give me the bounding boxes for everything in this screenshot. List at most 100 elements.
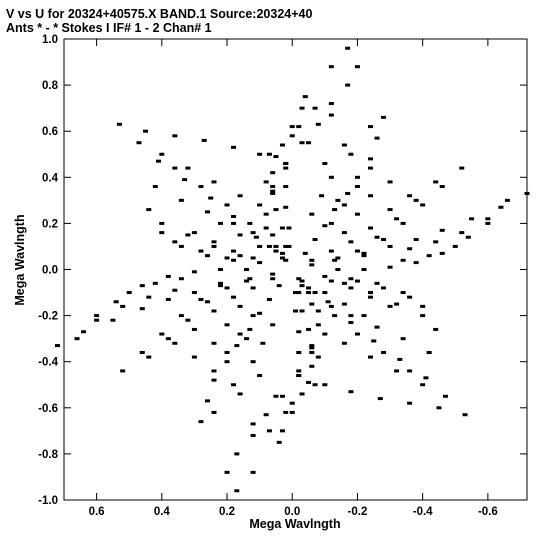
plot-subtitle: Ants * - * Stokes I IF# 1 - 2 Chan# 1	[6, 21, 212, 35]
data-point	[273, 208, 279, 212]
data-point	[257, 152, 263, 156]
data-point	[296, 125, 302, 129]
data-point	[328, 65, 334, 69]
data-point	[361, 251, 367, 255]
data-point	[211, 309, 217, 313]
data-point	[296, 291, 302, 295]
data-point	[113, 300, 119, 304]
data-point	[165, 274, 171, 278]
data-point	[250, 422, 256, 426]
data-point	[224, 323, 230, 327]
data-point	[224, 256, 230, 260]
data-point	[286, 244, 292, 248]
data-point	[371, 339, 377, 343]
data-point	[224, 470, 230, 474]
data-point	[146, 208, 152, 212]
data-point	[263, 226, 269, 230]
data-point	[289, 401, 295, 405]
data-point	[306, 141, 312, 145]
data-point	[354, 185, 360, 189]
data-point	[244, 337, 250, 341]
data-point	[465, 235, 471, 239]
data-point	[374, 281, 380, 285]
data-point	[332, 314, 338, 318]
data-point	[211, 180, 217, 184]
data-point	[191, 270, 197, 274]
data-point	[485, 217, 491, 221]
data-point	[322, 161, 328, 165]
data-point	[413, 238, 419, 242]
x-axis-label: Mega Wavlngth	[249, 517, 340, 531]
data-point	[322, 291, 328, 295]
data-point	[367, 295, 373, 299]
data-point	[433, 327, 439, 331]
data-point	[74, 337, 80, 341]
data-point	[250, 470, 256, 474]
data-point	[325, 300, 331, 304]
data-point	[426, 350, 432, 354]
data-point	[433, 240, 439, 244]
y-tick-label: -0.2	[38, 311, 58, 323]
data-point	[312, 106, 318, 110]
data-point	[361, 314, 367, 318]
data-point	[367, 157, 373, 161]
data-point	[420, 314, 426, 318]
data-point	[400, 337, 406, 341]
data-point	[172, 134, 178, 138]
data-point	[345, 83, 351, 87]
data-point	[345, 46, 351, 50]
data-point	[407, 369, 413, 373]
data-point	[231, 221, 237, 225]
data-point	[387, 265, 393, 269]
data-point	[208, 196, 214, 200]
data-point	[442, 394, 448, 398]
data-point	[211, 341, 217, 345]
data-point	[293, 291, 298, 295]
data-point	[136, 141, 142, 145]
data-point	[302, 251, 308, 255]
data-point	[237, 233, 243, 237]
data-point	[309, 302, 315, 306]
data-point	[211, 369, 217, 373]
data-point	[328, 249, 334, 253]
data-point	[270, 323, 276, 327]
data-point	[286, 226, 292, 230]
data-point	[266, 152, 272, 156]
data-point	[296, 374, 302, 378]
data-point	[276, 284, 282, 288]
data-point	[172, 341, 178, 345]
data-point	[234, 489, 240, 493]
data-point	[309, 258, 315, 262]
data-point	[407, 401, 413, 405]
data-point	[293, 309, 298, 313]
data-point	[152, 185, 158, 189]
data-point	[354, 249, 360, 253]
data-point	[400, 221, 406, 225]
data-point	[257, 261, 263, 265]
data-point	[244, 268, 250, 271]
data-point	[263, 413, 269, 417]
data-point	[224, 360, 230, 364]
data-point	[172, 240, 178, 244]
data-point	[266, 297, 272, 301]
data-point	[289, 410, 295, 414]
data-point	[165, 297, 171, 301]
data-point	[296, 330, 302, 334]
data-point	[322, 224, 328, 228]
data-point	[335, 268, 341, 271]
data-point	[367, 226, 373, 230]
y-tick-label: -0.8	[38, 449, 58, 461]
data-point	[211, 410, 217, 414]
data-point	[231, 214, 237, 218]
data-point	[283, 244, 289, 248]
data-point	[309, 350, 315, 354]
data-point	[279, 143, 285, 147]
data-point	[244, 279, 250, 283]
data-point	[263, 212, 269, 216]
data-point	[407, 194, 413, 198]
data-point	[247, 327, 253, 331]
data-point	[341, 143, 347, 147]
data-point	[172, 288, 178, 292]
data-point	[367, 194, 373, 198]
data-point	[273, 155, 279, 159]
